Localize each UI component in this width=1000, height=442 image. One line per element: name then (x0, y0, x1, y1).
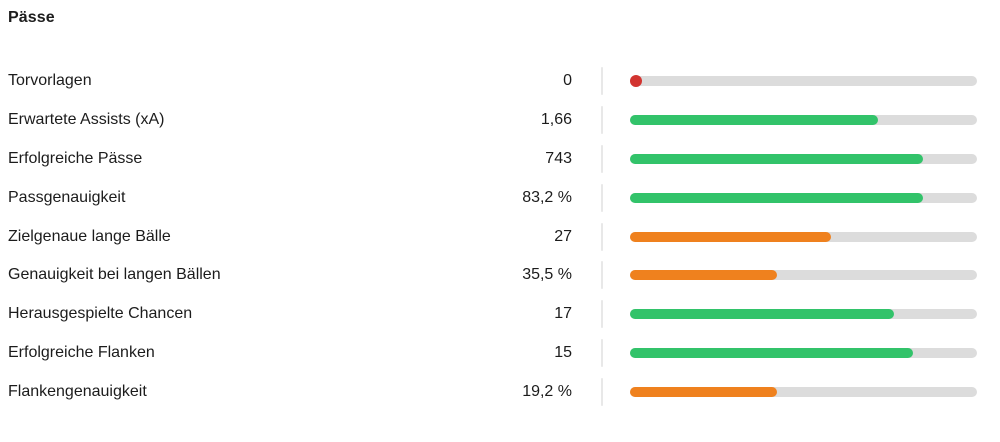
stat-label: Erfolgreiche Pässe (8, 149, 143, 167)
stat-label: Flankengenauigkeit (8, 382, 147, 400)
stat-bar-track (630, 347, 977, 358)
stat-value: 83,2 % (522, 188, 572, 206)
stat-bar-fill (630, 347, 913, 358)
stat-label: Erfolgreiche Flanken (8, 343, 155, 361)
stat-bar-track (630, 115, 977, 126)
stat-label: Herausgespielte Chancen (8, 305, 193, 323)
stat-value: 1,66 (540, 111, 572, 129)
stat-bar-fill (630, 270, 778, 281)
row-separator (601, 222, 603, 251)
stat-value: 743 (545, 149, 572, 167)
stat-bar-fill (630, 192, 924, 203)
stat-row: Genauigkeit bei langen Bällen 35,5 % (8, 256, 1000, 295)
stat-bar-fill (630, 309, 894, 320)
stat-bar-fill (630, 115, 879, 126)
stat-bar-fill (630, 153, 924, 164)
stat-row: Zielgenaue lange Bälle 27 (8, 217, 1000, 256)
stat-bar-fill (630, 386, 778, 397)
stat-value: 15 (554, 343, 572, 361)
row-separator (601, 67, 603, 96)
stats-list: Torvorlagen 0 Erwartete Assists (xA) 1,6… (8, 62, 1000, 411)
row-separator (601, 338, 603, 367)
stat-bar-fill (630, 231, 832, 242)
stat-label: Erwartete Assists (xA) (8, 111, 165, 129)
stat-label: Zielgenaue lange Bälle (8, 227, 171, 245)
row-separator (601, 300, 603, 329)
stat-bar-zero-dot (630, 75, 642, 88)
row-separator (601, 106, 603, 135)
stat-row: Torvorlagen 0 (8, 62, 1000, 101)
stat-row: Erfolgreiche Flanken 15 (8, 334, 1000, 373)
stat-bar-track (630, 309, 977, 320)
row-separator (601, 144, 603, 173)
row-separator (601, 183, 603, 212)
stat-bar-track (630, 192, 977, 203)
stat-value: 0 (563, 72, 572, 90)
section-title: Pässe (8, 9, 55, 26)
stat-value: 35,5 % (522, 266, 572, 284)
stat-row: Flankengenauigkeit 19,2 % (8, 372, 1000, 411)
stat-value: 19,2 % (522, 382, 572, 400)
stat-label: Passgenauigkeit (8, 188, 126, 206)
stat-bar-track (630, 153, 977, 164)
stat-row: Passgenauigkeit 83,2 % (8, 178, 1000, 217)
row-separator (601, 261, 603, 290)
stat-value: 17 (554, 305, 572, 323)
stat-row: Herausgespielte Chancen 17 (8, 295, 1000, 334)
stat-bar-track (630, 231, 977, 242)
stat-row: Erwartete Assists (xA) 1,66 (8, 101, 1000, 140)
stat-bar-track (630, 75, 977, 88)
stat-label: Torvorlagen (8, 72, 92, 90)
stat-row: Erfolgreiche Pässe 743 (8, 140, 1000, 179)
stat-label: Genauigkeit bei langen Bällen (8, 266, 221, 284)
stat-bar-track (630, 386, 977, 397)
stat-bar-track (630, 270, 977, 281)
stat-value: 27 (554, 227, 572, 245)
row-separator (601, 377, 603, 406)
